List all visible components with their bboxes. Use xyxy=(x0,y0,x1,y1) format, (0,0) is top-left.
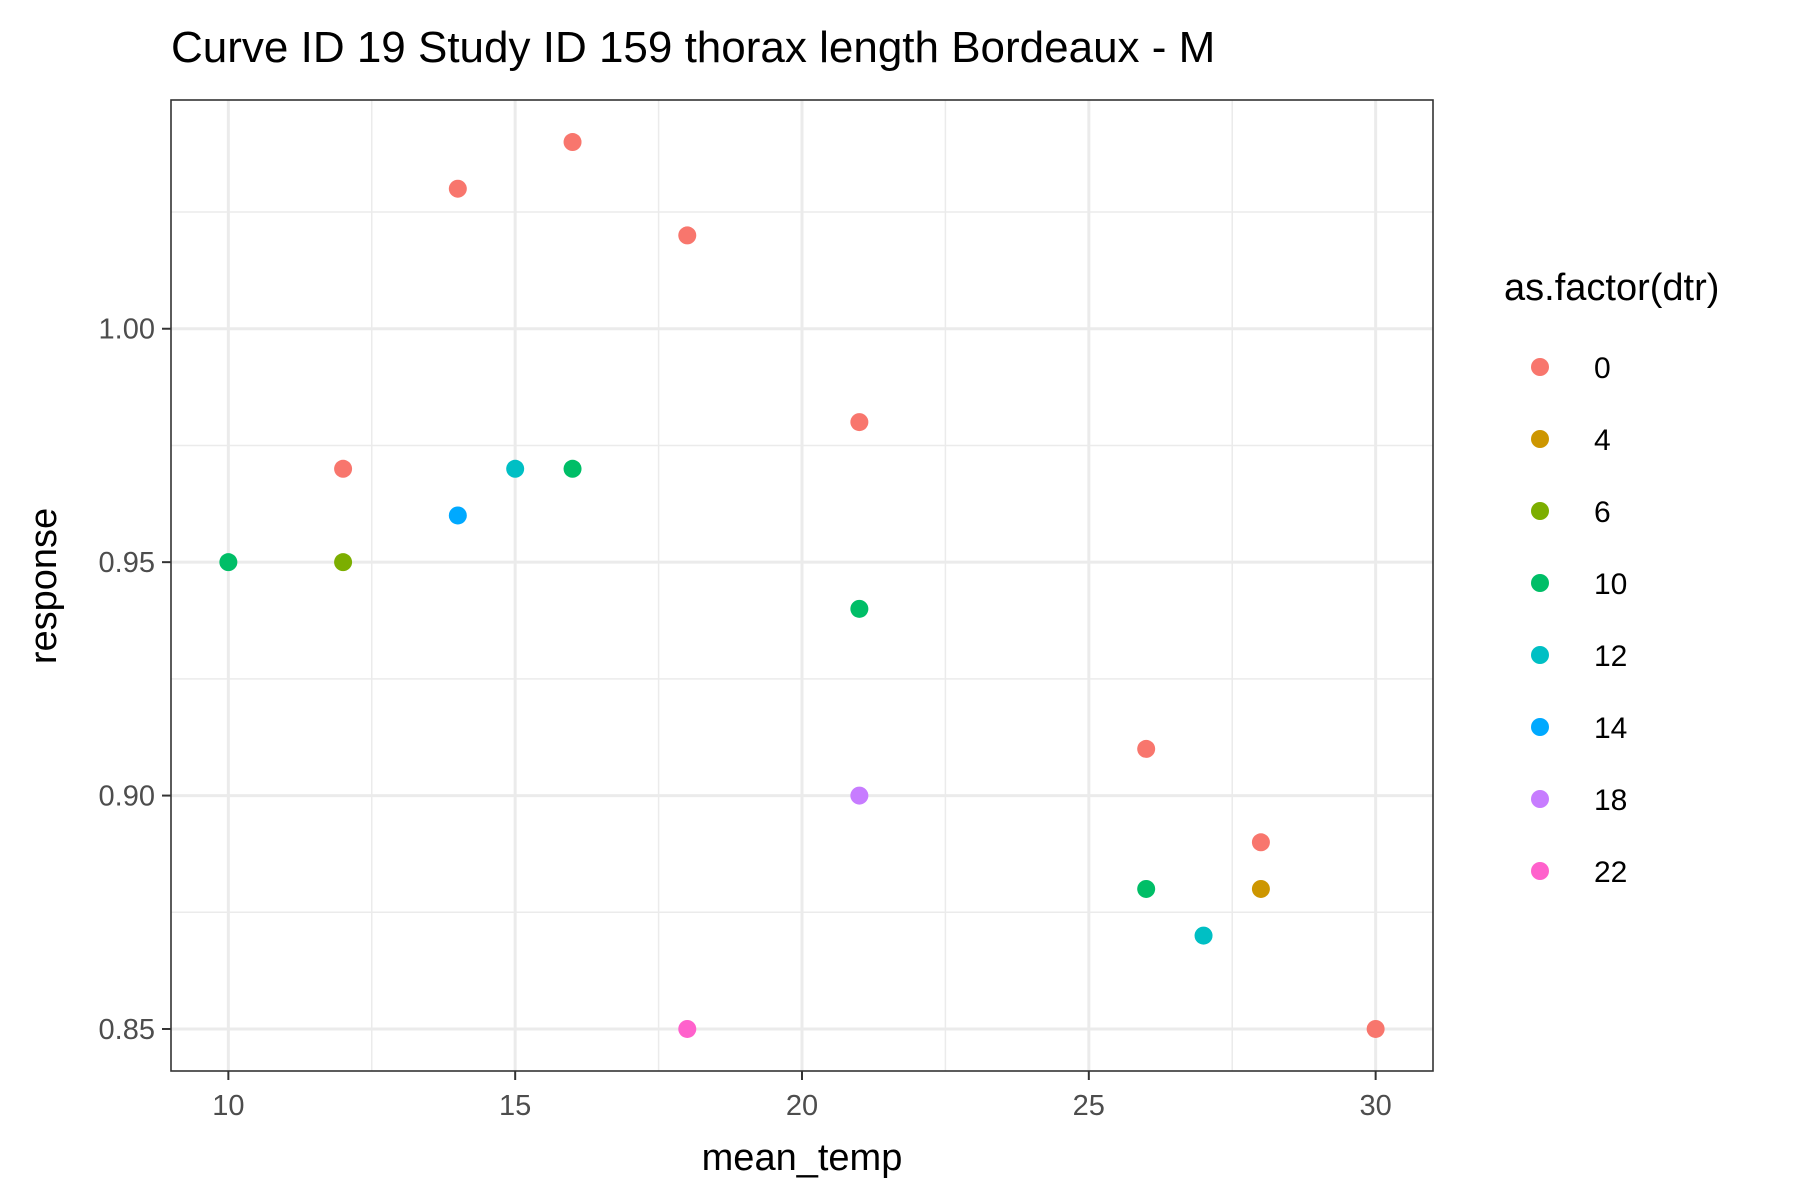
legend-label: 18 xyxy=(1594,784,1627,817)
x-tick-label: 15 xyxy=(499,1090,531,1122)
legend-items: 0 4 6 10 12 14 18 22 xyxy=(1531,352,1627,889)
legend-key xyxy=(1531,574,1549,592)
y-axis-title: response xyxy=(23,508,65,664)
data-point xyxy=(334,553,353,572)
data-point xyxy=(850,786,869,805)
data-point xyxy=(1137,879,1156,898)
legend-label: 12 xyxy=(1594,640,1627,673)
data-point xyxy=(1137,739,1156,758)
legend-label: 10 xyxy=(1594,568,1627,601)
y-tick-label: 0.90 xyxy=(99,781,155,813)
legend-label: 14 xyxy=(1594,712,1627,745)
y-tick-label: 0.95 xyxy=(99,547,155,579)
data-point xyxy=(448,506,467,525)
legend-key xyxy=(1531,502,1549,520)
legend-label: 22 xyxy=(1594,856,1627,889)
data-point xyxy=(1251,833,1270,852)
data-point xyxy=(850,599,869,618)
x-axis-title: mean_temp xyxy=(702,1137,903,1179)
y-tick-label: 0.85 xyxy=(99,1014,155,1046)
data-point xyxy=(1194,926,1213,945)
x-tick-label: 25 xyxy=(1073,1090,1105,1122)
data-point xyxy=(219,553,238,572)
data-point xyxy=(850,413,869,432)
legend-label: 6 xyxy=(1594,496,1611,529)
data-point xyxy=(563,133,582,152)
data-point xyxy=(1366,1019,1385,1038)
data-point xyxy=(334,459,353,478)
legend-key xyxy=(1531,358,1549,376)
legend-label: 0 xyxy=(1594,352,1611,385)
x-tick-label: 30 xyxy=(1360,1090,1392,1122)
legend-key xyxy=(1531,646,1549,664)
data-point xyxy=(506,459,525,478)
data-point xyxy=(1251,879,1270,898)
data-points xyxy=(219,133,1385,1038)
legend-key xyxy=(1531,718,1549,736)
data-point xyxy=(678,1019,697,1038)
legend: as.factor(dtr) 0 4 6 10 12 14 18 22 xyxy=(1504,267,1719,889)
axis-ticks: 10 15 20 25 30 0.85 0.90 0.95 1.00 xyxy=(99,314,1392,1122)
legend-key xyxy=(1531,430,1549,448)
x-tick-label: 20 xyxy=(786,1090,818,1122)
chart-title: Curve ID 19 Study ID 159 thorax length B… xyxy=(171,23,1215,72)
x-tick-label: 10 xyxy=(212,1090,244,1122)
legend-key xyxy=(1531,790,1549,808)
data-point xyxy=(678,226,697,245)
legend-label: 4 xyxy=(1594,424,1611,457)
legend-title: as.factor(dtr) xyxy=(1504,267,1719,309)
y-tick-label: 1.00 xyxy=(99,314,155,346)
grid-lines xyxy=(171,100,1433,1071)
data-point xyxy=(448,179,467,198)
data-point xyxy=(563,459,582,478)
legend-key xyxy=(1531,862,1549,880)
